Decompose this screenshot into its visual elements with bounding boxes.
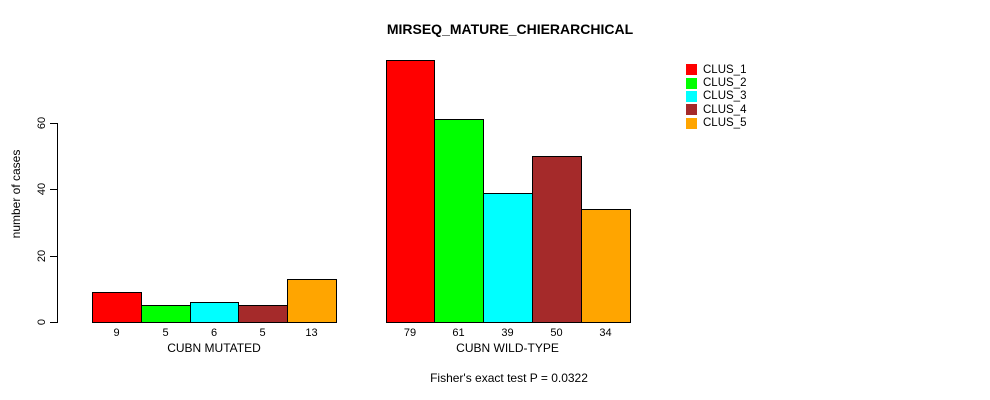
legend-item-clus_5: CLUS_5 — [686, 117, 746, 130]
y-tick-label: 60 — [36, 116, 48, 130]
legend-item-clus_1: CLUS_1 — [686, 63, 746, 76]
y-axis-line — [57, 123, 58, 323]
y-tick-mark — [50, 189, 58, 190]
y-tick-mark — [50, 123, 58, 124]
group-label-1: CUBN MUTATED — [167, 341, 261, 355]
bar-clus_4-group1 — [238, 305, 288, 323]
legend: CLUS_1 CLUS_2 CLUS_3 CLUS_4 CLUS_5 — [686, 63, 746, 130]
y-tick-label: 40 — [36, 182, 48, 196]
legend-swatch-icon — [686, 117, 697, 129]
legend-label: CLUS_4 — [703, 103, 747, 116]
bar-value-label: 13 — [305, 327, 318, 339]
bar-clus_3-group2 — [483, 193, 533, 323]
bar-value-label: 9 — [113, 327, 120, 339]
y-tick-label: 20 — [36, 249, 48, 263]
bar-value-label: 61 — [452, 327, 465, 339]
bar-value-label: 6 — [210, 327, 218, 339]
legend-swatch-icon — [686, 64, 697, 76]
bar-clus_1-group1 — [92, 292, 142, 323]
bar-clus_2-group1 — [141, 305, 191, 323]
group-label-2: CUBN WILD-TYPE — [456, 341, 559, 355]
y-tick-label: 0 — [36, 318, 48, 326]
bar-clus_1-group2 — [386, 60, 435, 323]
bar-clus_5-group1 — [287, 279, 337, 323]
bar-value-label: 79 — [403, 327, 417, 339]
bar-value-label: 34 — [599, 327, 612, 339]
bar-value-label: 5 — [162, 327, 169, 339]
legend-item-clus_4: CLUS_4 — [686, 103, 746, 116]
bar-clus_2-group2 — [434, 119, 484, 323]
legend-label: CLUS_5 — [703, 117, 747, 130]
legend-label: CLUS_2 — [703, 77, 747, 90]
legend-swatch-icon — [686, 77, 697, 89]
legend-label: CLUS_3 — [703, 90, 747, 103]
legend-swatch-icon — [686, 104, 697, 116]
y-tick-mark — [50, 256, 58, 257]
bar-clus_4-group2 — [532, 156, 582, 323]
bar-value-label: 5 — [259, 327, 266, 339]
y-axis-label: number of cases — [9, 149, 23, 239]
legend-label: CLUS_1 — [703, 63, 747, 76]
bar-value-label: 39 — [501, 327, 514, 339]
chart-title: MIRSEQ_MATURE_CHIERARCHICAL — [386, 21, 634, 37]
legend-item-clus_3: CLUS_3 — [686, 90, 746, 103]
annotation-pvalue: Fisher's exact test P = 0.0322 — [430, 371, 588, 385]
bar-value-label: 50 — [550, 327, 563, 339]
legend-item-clus_2: CLUS_2 — [686, 76, 746, 89]
y-tick-mark — [50, 322, 58, 323]
legend-swatch-icon — [686, 90, 697, 102]
bar-clus_3-group1 — [190, 302, 239, 323]
bar-clus_5-group2 — [581, 209, 631, 323]
